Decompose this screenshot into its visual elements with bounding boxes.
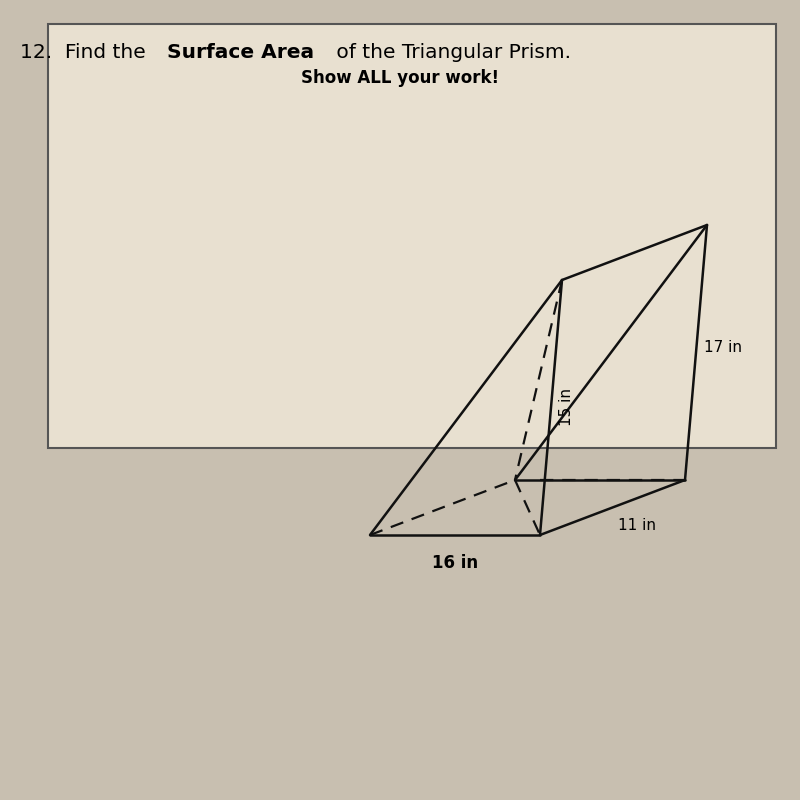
Bar [48,24,776,448]
Text: 16 in: 16 in [432,554,478,572]
Text: 15 in: 15 in [559,389,574,426]
Text: of the Triangular Prism.: of the Triangular Prism. [330,42,571,62]
Text: 12.  Find the: 12. Find the [20,42,152,62]
Text: Show ALL your work!: Show ALL your work! [301,69,499,87]
Text: 11 in: 11 in [618,518,655,533]
Text: 17 in: 17 in [704,340,742,355]
Text: Surface Area: Surface Area [167,42,314,62]
